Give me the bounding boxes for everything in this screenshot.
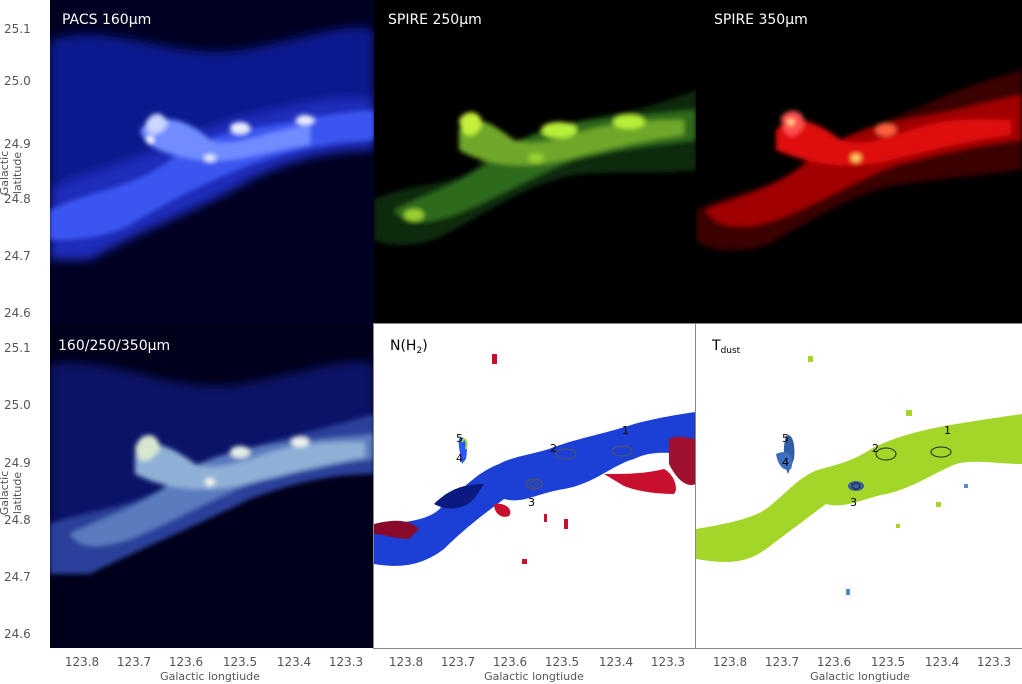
title-nh2: N(H2) (390, 338, 428, 356)
title-nh2-main: N(H (390, 338, 417, 354)
xtick-p5-123.4: 123.4 (598, 655, 634, 669)
xtick-p6-123.7: 123.7 (764, 655, 800, 669)
title-tdust-sub: dust (720, 346, 741, 356)
ytick-top-24.8: 24.8 (4, 192, 31, 206)
tdust-clump-label-5: 5 (782, 432, 789, 445)
title-nh2-close: ) (422, 338, 428, 354)
panel-nh2: N(H2) 1 2 3 4 5 (373, 323, 697, 649)
tdust-clump-label-1: 1 (944, 424, 951, 437)
xtick-p6-123.3: 123.3 (976, 655, 1012, 669)
ytick-top-24.9: 24.9 (4, 137, 31, 151)
ytick-bottom-24.6: 24.6 (4, 627, 31, 641)
xlabel-p4: Galactic longtiude (160, 670, 260, 683)
clump-label-1: 1 (622, 424, 629, 437)
panel-spire350: SPIRE 350μm (696, 0, 1022, 324)
xtick-p5-123.6: 123.6 (492, 655, 528, 669)
xtick-p6-123.4: 123.4 (924, 655, 960, 669)
xlabel-p6: Galactic longtiude (810, 670, 910, 683)
xtick-p4-123.5: 123.5 (222, 655, 258, 669)
ytick-top-25.0: 25.0 (4, 74, 31, 88)
title-composite: 160/250/350μm (58, 338, 171, 354)
panel-pacs160: PACS 160μm (50, 0, 374, 324)
xtick-p5-123.8: 123.8 (388, 655, 424, 669)
xtick-p4-123.8: 123.8 (64, 655, 100, 669)
title-pacs160: PACS 160μm (62, 12, 152, 28)
ytick-bottom-24.7: 24.7 (4, 570, 31, 584)
ylabel-bottom: Galactic latitude (0, 470, 24, 516)
xtick-p4-123.6: 123.6 (168, 655, 204, 669)
spire350-map (696, 0, 1022, 324)
tdust-map (696, 324, 1022, 648)
title-spire350: SPIRE 350μm (714, 12, 808, 28)
panel-tdust: Tdust 1 2 3 4 5 (695, 323, 1022, 649)
ytick-top-25.1: 25.1 (4, 22, 31, 36)
ytick-bottom-24.9: 24.9 (4, 456, 31, 470)
xtick-p6-123.5: 123.5 (870, 655, 906, 669)
panel-spire250: SPIRE 250μm (374, 0, 696, 324)
xtick-p5-123.5: 123.5 (544, 655, 580, 669)
title-spire250: SPIRE 250μm (388, 12, 482, 28)
xlabel-p5: Galactic longtiude (484, 670, 584, 683)
ytick-bottom-25.0: 25.0 (4, 398, 31, 412)
ylabel-top: Galactic latitude (0, 150, 24, 196)
title-nh2-sub: 2 (416, 346, 423, 356)
tdust-clump-label-3: 3 (850, 496, 857, 509)
title-tdust-main: T (712, 338, 721, 354)
title-tdust: Tdust (712, 338, 740, 356)
clump-label-3: 3 (528, 496, 535, 509)
clump-label-4: 4 (456, 452, 463, 465)
panel-composite: 160/250/350μm (50, 324, 374, 648)
ytick-bottom-25.1: 25.1 (4, 341, 31, 355)
clump-label-5: 5 (456, 432, 463, 445)
xtick-p6-123.8: 123.8 (712, 655, 748, 669)
spire250-map (374, 0, 696, 324)
nh2-map (374, 324, 696, 648)
pacs160-map (50, 0, 374, 324)
xtick-p4-123.3: 123.3 (328, 655, 364, 669)
clump-label-2: 2 (550, 442, 557, 455)
xtick-p5-123.3: 123.3 (650, 655, 686, 669)
tdust-clump-label-4: 4 (782, 456, 789, 469)
xtick-p5-123.7: 123.7 (440, 655, 476, 669)
ytick-top-24.6: 24.6 (4, 306, 31, 320)
xtick-p4-123.7: 123.7 (116, 655, 152, 669)
ytick-bottom-24.8: 24.8 (4, 513, 31, 527)
tdust-clump-label-2: 2 (872, 442, 879, 455)
xtick-p6-123.6: 123.6 (816, 655, 852, 669)
composite-map (50, 324, 374, 648)
xtick-p4-123.4: 123.4 (276, 655, 312, 669)
ytick-top-24.7: 24.7 (4, 249, 31, 263)
